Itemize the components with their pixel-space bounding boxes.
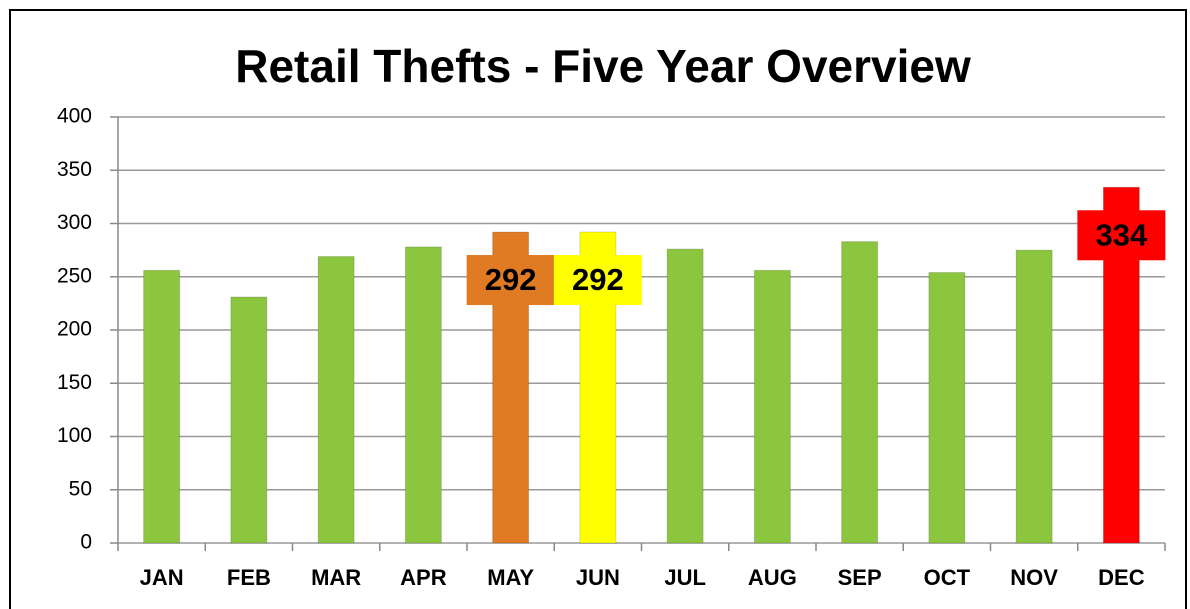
x-tick-label: SEP — [838, 565, 882, 590]
y-tick-label: 300 — [57, 211, 92, 234]
x-tick-label: FEB — [227, 565, 271, 590]
y-tick-label: 400 — [57, 105, 92, 128]
y-tick-label: 200 — [57, 318, 92, 341]
y-tick-label: 0 — [80, 531, 92, 554]
value-label: 292 — [572, 262, 624, 297]
y-tick-label: 350 — [57, 158, 92, 181]
value-label-box — [553, 255, 642, 306]
y-tick-label: 150 — [57, 371, 92, 394]
bar — [230, 296, 268, 544]
x-tick-label: MAR — [311, 565, 361, 590]
bar — [841, 241, 879, 544]
bar — [143, 269, 181, 544]
bar — [753, 269, 791, 544]
x-tick-label: JUN — [576, 565, 620, 590]
x-tick-label: NOV — [1010, 565, 1058, 590]
x-tick-label: AUG — [748, 565, 797, 590]
x-tick-label: APR — [400, 565, 447, 590]
bar — [317, 256, 355, 544]
bar — [666, 248, 704, 544]
y-tick-label: 100 — [57, 424, 92, 447]
value-label: 292 — [485, 262, 537, 297]
x-tick-label: MAY — [487, 565, 534, 590]
x-tick-label: DEC — [1098, 565, 1145, 590]
y-tick-label: 250 — [57, 264, 92, 287]
value-label-box — [466, 255, 555, 306]
value-label: 334 — [1096, 217, 1148, 252]
chart-title: Retail Thefts - Five Year Overview — [235, 40, 971, 92]
x-tick-label: OCT — [924, 565, 971, 590]
y-tick-label: 50 — [69, 477, 92, 500]
bar — [1015, 249, 1053, 544]
x-tick-label: JAN — [140, 565, 184, 590]
bar — [404, 246, 442, 544]
value-label-box — [1077, 210, 1166, 261]
x-tick-label: JUL — [664, 565, 706, 590]
bar — [928, 271, 966, 544]
